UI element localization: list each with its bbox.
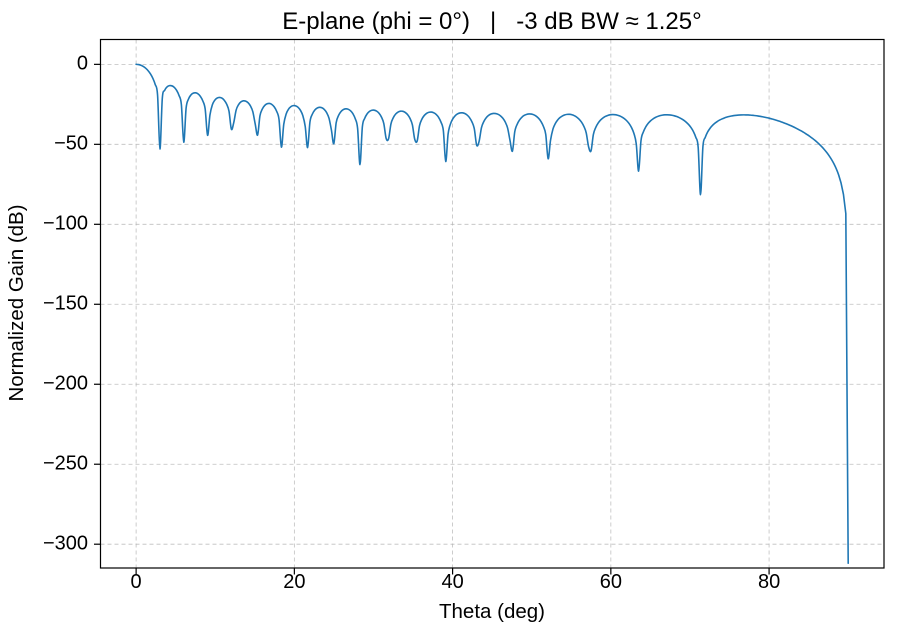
svg-text:80: 80 — [758, 571, 780, 593]
svg-text:0: 0 — [131, 571, 142, 593]
svg-text:−250: −250 — [43, 453, 88, 475]
svg-text:−300: −300 — [43, 533, 88, 555]
svg-text:40: 40 — [441, 571, 463, 593]
svg-text:0: 0 — [77, 53, 88, 75]
svg-text:−50: −50 — [54, 133, 88, 155]
svg-text:−100: −100 — [43, 213, 88, 235]
svg-text:60: 60 — [600, 571, 622, 593]
svg-text:−200: −200 — [43, 373, 88, 395]
svg-text:20: 20 — [283, 571, 305, 593]
svg-text:−150: −150 — [43, 293, 88, 315]
